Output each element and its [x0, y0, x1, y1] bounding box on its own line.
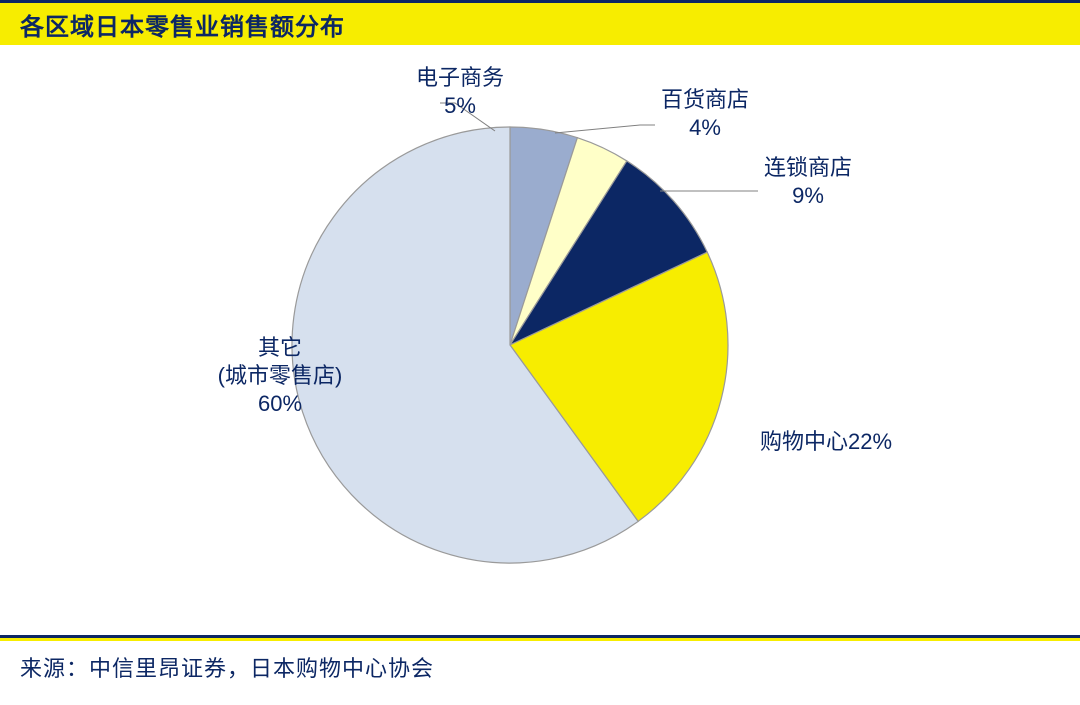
- leader-line: [555, 125, 655, 133]
- pie-chart: 电子商务5%百货商店4%连锁商店9%购物中心22%其它(城市零售店)60%: [0, 45, 1080, 635]
- slice-label: 购物中心22%: [760, 429, 892, 454]
- slice-label: 电子商务5%: [416, 65, 504, 118]
- pie-chart-container: 电子商务5%百货商店4%连锁商店9%购物中心22%其它(城市零售店)60%: [0, 45, 1080, 635]
- slice-label: 连锁商店9%: [764, 155, 852, 208]
- title-bar: 各区域日本零售业销售额分布: [0, 0, 1080, 45]
- slice-label: 百货商店4%: [661, 87, 749, 140]
- source-text: 来源：中信里昂证券，日本购物中心协会: [0, 641, 1080, 693]
- page-title: 各区域日本零售业销售额分布: [20, 7, 345, 42]
